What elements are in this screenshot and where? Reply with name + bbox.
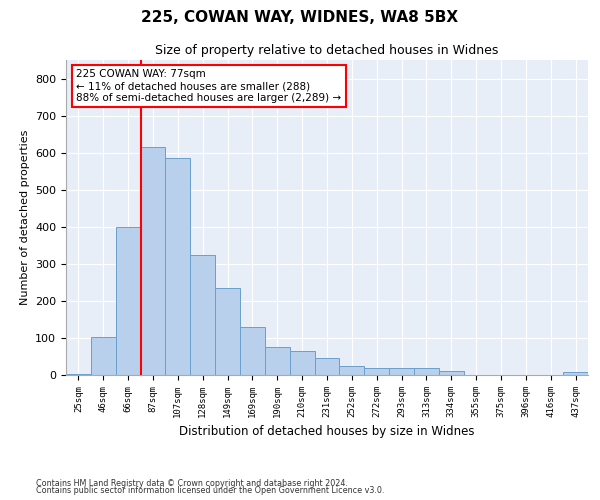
X-axis label: Distribution of detached houses by size in Widnes: Distribution of detached houses by size … — [179, 426, 475, 438]
Bar — [66, 374, 91, 375]
Title: Size of property relative to detached houses in Widnes: Size of property relative to detached ho… — [155, 44, 499, 58]
Y-axis label: Number of detached properties: Number of detached properties — [20, 130, 29, 305]
Text: 225, COWAN WAY, WIDNES, WA8 5BX: 225, COWAN WAY, WIDNES, WA8 5BX — [142, 10, 458, 25]
Bar — [140, 148, 166, 375]
Bar — [265, 347, 290, 375]
Bar — [414, 368, 439, 375]
Text: Contains HM Land Registry data © Crown copyright and database right 2024.: Contains HM Land Registry data © Crown c… — [36, 478, 348, 488]
Bar — [563, 372, 588, 375]
Text: 225 COWAN WAY: 77sqm
← 11% of detached houses are smaller (288)
88% of semi-deta: 225 COWAN WAY: 77sqm ← 11% of detached h… — [76, 70, 341, 102]
Bar — [215, 288, 240, 375]
Bar — [439, 372, 464, 375]
Bar — [389, 368, 414, 375]
Bar — [314, 358, 340, 375]
Bar — [240, 327, 265, 375]
Bar — [364, 368, 389, 375]
Bar — [166, 158, 190, 375]
Bar — [340, 366, 364, 375]
Bar — [190, 254, 215, 375]
Bar — [290, 351, 314, 375]
Bar — [116, 227, 140, 375]
Bar — [91, 337, 116, 375]
Text: Contains public sector information licensed under the Open Government Licence v3: Contains public sector information licen… — [36, 486, 385, 495]
